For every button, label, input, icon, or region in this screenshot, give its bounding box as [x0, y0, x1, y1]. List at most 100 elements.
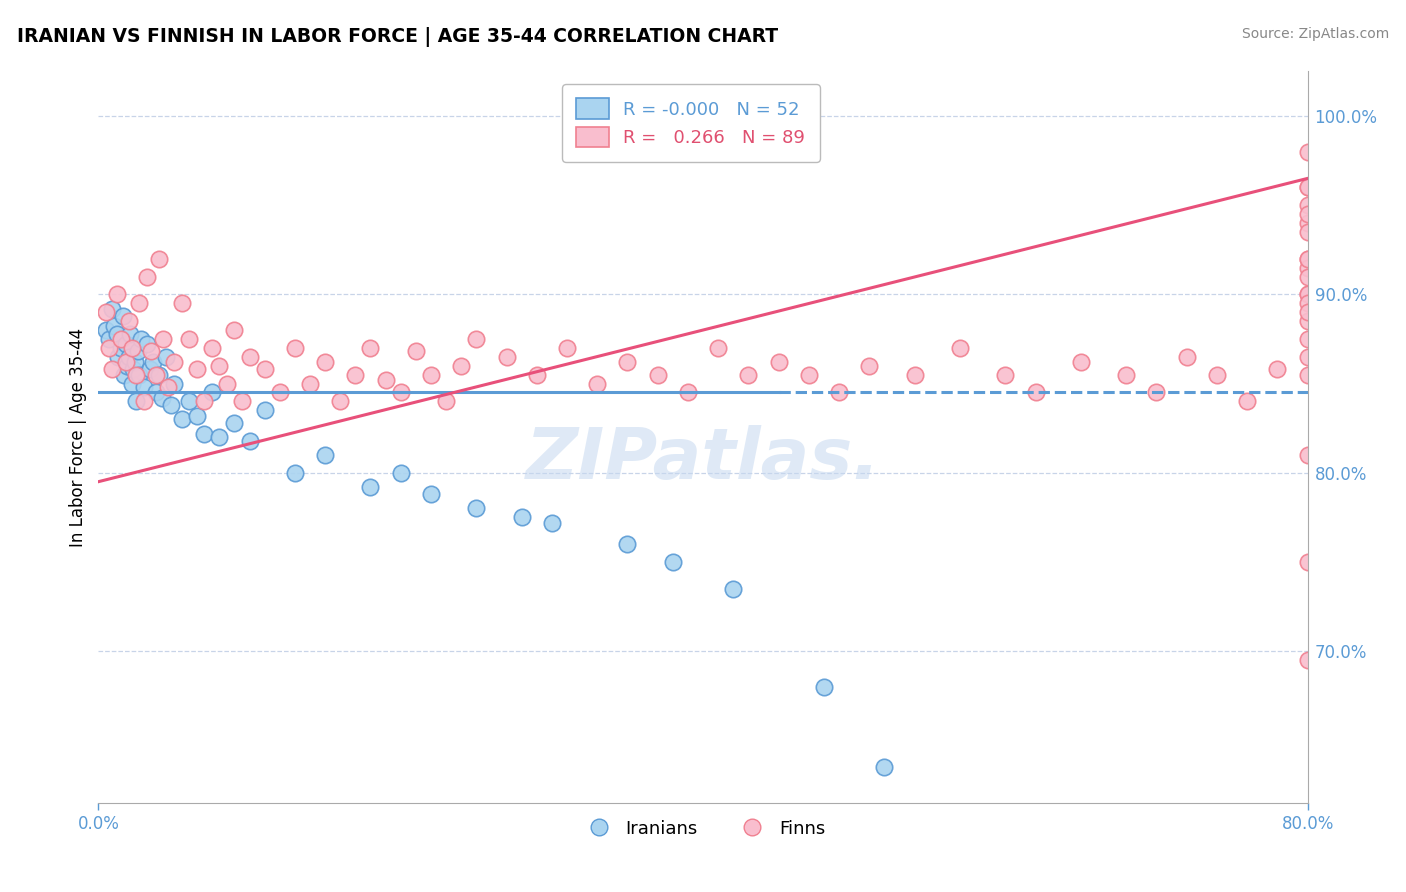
Point	[121, 376, 143, 391]
Point	[98, 332, 121, 346]
Point	[465, 332, 488, 346]
Point	[284, 341, 307, 355]
Point	[132, 380, 155, 394]
Point	[1296, 252, 1319, 266]
Point	[186, 362, 208, 376]
Point	[526, 368, 548, 382]
Point	[132, 394, 155, 409]
Point	[1296, 448, 1319, 462]
Point	[555, 341, 578, 355]
Point	[1296, 314, 1319, 328]
Point	[193, 426, 215, 441]
Point	[374, 373, 396, 387]
Point	[128, 368, 150, 382]
Point	[224, 416, 246, 430]
Point	[156, 380, 179, 394]
Point	[616, 537, 638, 551]
Point	[148, 252, 170, 266]
Point	[103, 319, 125, 334]
Point	[329, 394, 352, 409]
Point	[101, 362, 124, 376]
Point	[1296, 269, 1319, 284]
Point	[118, 350, 141, 364]
Point	[186, 409, 208, 423]
Point	[797, 368, 820, 382]
Point	[723, 582, 745, 596]
Point	[145, 385, 167, 400]
Point	[1296, 198, 1319, 212]
Point	[111, 309, 134, 323]
Point	[314, 355, 336, 369]
Point	[873, 760, 896, 774]
Point	[1296, 145, 1319, 159]
Point	[768, 355, 790, 369]
Point	[201, 385, 224, 400]
Point	[450, 359, 472, 373]
Point	[1296, 180, 1319, 194]
Point	[193, 394, 215, 409]
Point	[135, 337, 157, 351]
Point	[1296, 225, 1319, 239]
Point	[141, 344, 163, 359]
Point	[1296, 368, 1319, 382]
Point	[152, 332, 174, 346]
Point	[170, 412, 193, 426]
Point	[120, 326, 142, 341]
Point	[160, 398, 183, 412]
Point	[1296, 207, 1319, 221]
Point	[586, 376, 609, 391]
Point	[125, 368, 148, 382]
Point	[148, 368, 170, 382]
Point	[125, 394, 148, 409]
Point	[314, 448, 336, 462]
Text: IRANIAN VS FINNISH IN LABOR FORCE | AGE 35-44 CORRELATION CHART: IRANIAN VS FINNISH IN LABOR FORCE | AGE …	[17, 27, 778, 46]
Legend: Iranians, Finns: Iranians, Finns	[574, 813, 832, 845]
Point	[170, 296, 193, 310]
Point	[1070, 355, 1092, 369]
Point	[215, 376, 238, 391]
Point	[360, 480, 382, 494]
Y-axis label: In Labor Force | Age 35-44: In Labor Force | Age 35-44	[69, 327, 87, 547]
Point	[105, 287, 128, 301]
Point	[465, 501, 488, 516]
Point	[389, 385, 412, 400]
Point	[122, 362, 145, 376]
Point	[828, 385, 851, 400]
Point	[1296, 287, 1319, 301]
Point	[1296, 653, 1319, 667]
Point	[1296, 332, 1319, 346]
Point	[94, 305, 117, 319]
Point	[124, 355, 146, 369]
Text: ZIPatlas.: ZIPatlas.	[526, 425, 880, 493]
Point	[110, 332, 132, 346]
Point	[1024, 385, 1046, 400]
Point	[737, 368, 759, 382]
Point	[179, 332, 201, 346]
Point	[163, 376, 186, 391]
Point	[150, 391, 173, 405]
Point	[115, 359, 138, 373]
Point	[420, 487, 443, 501]
Point	[1296, 216, 1319, 230]
Point	[1296, 555, 1319, 569]
Point	[495, 350, 517, 364]
Point	[208, 359, 231, 373]
Point	[299, 376, 322, 391]
Point	[201, 341, 224, 355]
Point	[661, 555, 683, 569]
Point	[1267, 362, 1289, 376]
Point	[284, 466, 307, 480]
Point	[121, 341, 143, 355]
Point	[1296, 260, 1319, 275]
Point	[128, 296, 150, 310]
Point	[127, 344, 149, 359]
Point	[139, 362, 162, 376]
Point	[110, 341, 132, 355]
Point	[114, 355, 136, 369]
Point	[253, 362, 276, 376]
Point	[231, 394, 253, 409]
Point	[118, 314, 141, 328]
Point	[94, 323, 117, 337]
Point	[434, 394, 457, 409]
Point	[813, 680, 835, 694]
